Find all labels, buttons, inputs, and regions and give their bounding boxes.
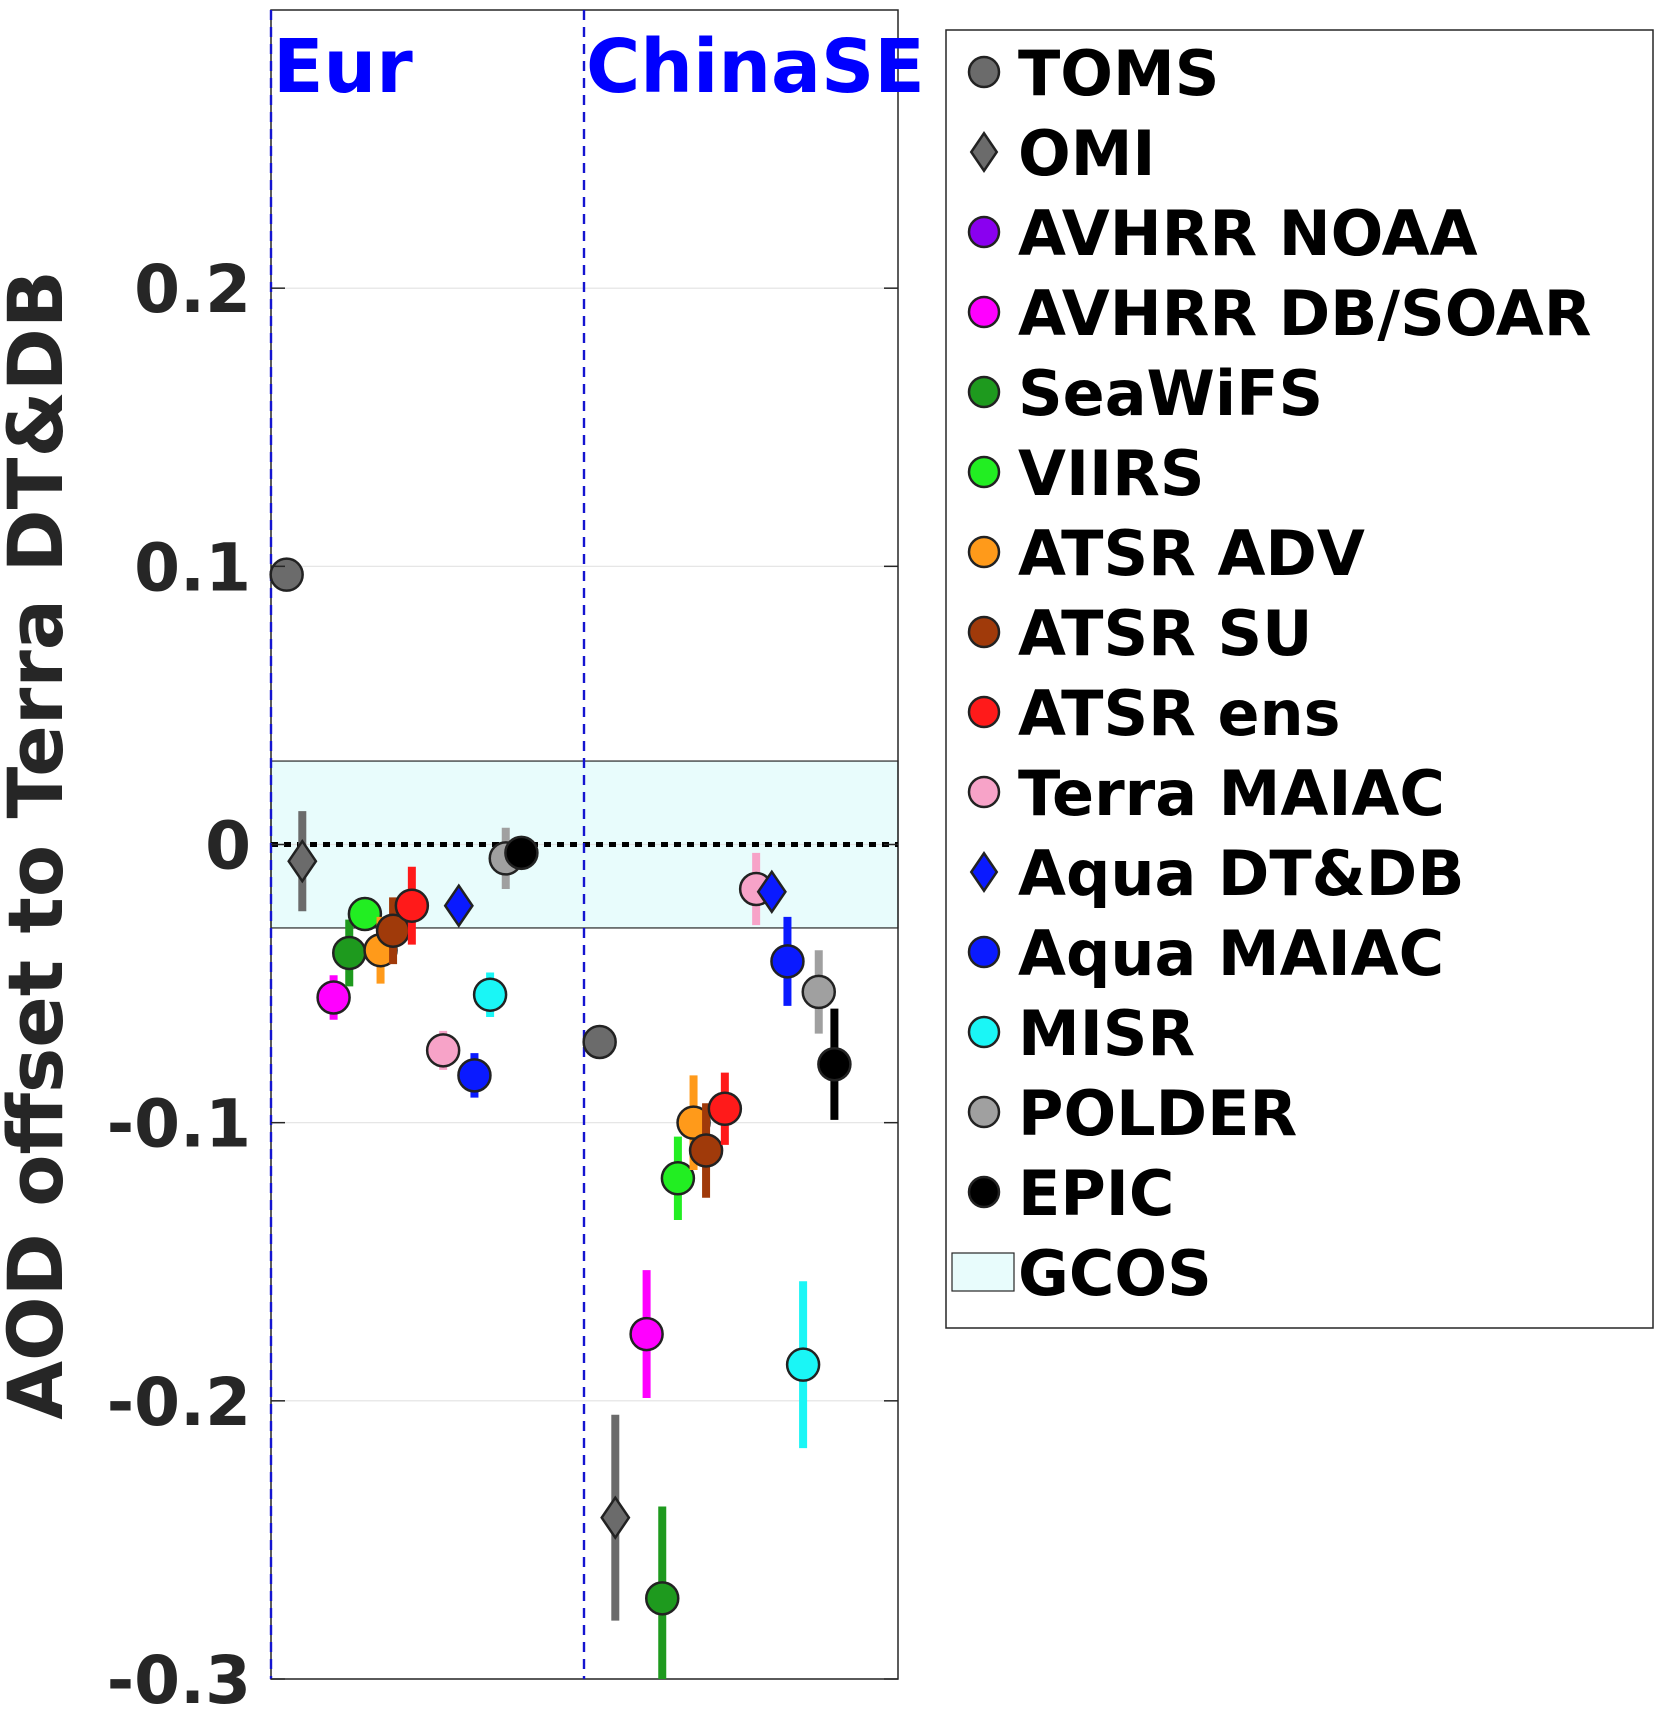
legend-swatch <box>951 1252 1015 1292</box>
data-point <box>801 974 836 1010</box>
legend-label: Aqua DT&DB <box>1018 837 1464 910</box>
legend-label: VIIRS <box>1018 437 1205 510</box>
data-point <box>332 935 367 971</box>
y-tick-label: -0.1 <box>107 1086 251 1163</box>
legend-label: MISR <box>1018 997 1195 1070</box>
legend-label: POLDER <box>1018 1077 1297 1150</box>
data-point <box>756 869 787 915</box>
data-point <box>472 977 508 1012</box>
legend-label: GCOS <box>1018 1237 1212 1310</box>
legend-marker <box>967 535 1001 569</box>
data-point <box>347 896 383 932</box>
data-point <box>817 1047 852 1082</box>
legend-label: AVHRR NOAA <box>1018 197 1478 270</box>
legend-label: ATSR SU <box>1018 597 1312 670</box>
legend-label: ATSR ADV <box>1018 517 1365 590</box>
legend-marker <box>967 775 1001 809</box>
legend-marker <box>967 935 1001 969</box>
legend-label: EPIC <box>1018 1157 1174 1230</box>
legend-marker <box>967 1015 1001 1049</box>
data-point <box>707 1091 743 1127</box>
data-point <box>287 838 318 884</box>
y-tick-label: -0.2 <box>107 1364 251 1441</box>
plot-area: Eur ChinaSE <box>269 9 925 1680</box>
y-axis: 0.2 0.1 0 -0.1 -0.2 -0.3 <box>107 251 898 1713</box>
legend-label: SeaWiFS <box>1018 357 1323 430</box>
legend-marker <box>967 695 1001 729</box>
legend-marker <box>967 295 1001 329</box>
y-axis-label: AOD offset to Terra DT&DB <box>0 270 80 1420</box>
data-point <box>582 1024 617 1060</box>
data-point <box>629 1316 664 1352</box>
legend-marker <box>967 615 1001 649</box>
legend-marker <box>967 215 1001 249</box>
data-point <box>660 1161 696 1196</box>
region-label: Eur <box>273 24 413 110</box>
data-point <box>770 944 805 979</box>
data-point <box>457 1058 492 1093</box>
data-point <box>316 980 351 1015</box>
data-point <box>688 1133 724 1168</box>
data-point <box>443 883 474 928</box>
data-point <box>785 1347 821 1382</box>
legend-marker <box>967 1095 1001 1129</box>
y-tick-label: 0.1 <box>134 529 251 606</box>
y-tick-label: 0 <box>205 808 251 885</box>
legend-marker <box>967 455 1001 489</box>
legend-label: TOMS <box>1018 37 1219 110</box>
legend-marker <box>969 131 999 173</box>
y-tick-label: 0.2 <box>134 251 251 328</box>
data-point <box>504 835 539 871</box>
legend-label: AVHRR DB/SOAR <box>1018 277 1592 350</box>
data-point <box>269 557 304 592</box>
data-point <box>425 1033 461 1068</box>
legend-marker <box>969 851 999 893</box>
legend-marker <box>967 1175 1001 1209</box>
data-point <box>394 888 430 923</box>
legend-marker <box>967 375 1001 409</box>
legend-marker <box>967 55 1001 89</box>
legend-label: ATSR ens <box>1018 677 1341 750</box>
legend-label: OMI <box>1018 117 1155 190</box>
data-point <box>600 1495 631 1540</box>
legend-label: Aqua MAIAC <box>1018 917 1444 990</box>
legend-label: Terra MAIAC <box>1018 757 1445 830</box>
region-label: ChinaSE <box>586 24 925 110</box>
legend-box <box>945 29 1654 1329</box>
data-point <box>645 1581 680 1616</box>
y-tick-label: -0.3 <box>107 1642 251 1713</box>
